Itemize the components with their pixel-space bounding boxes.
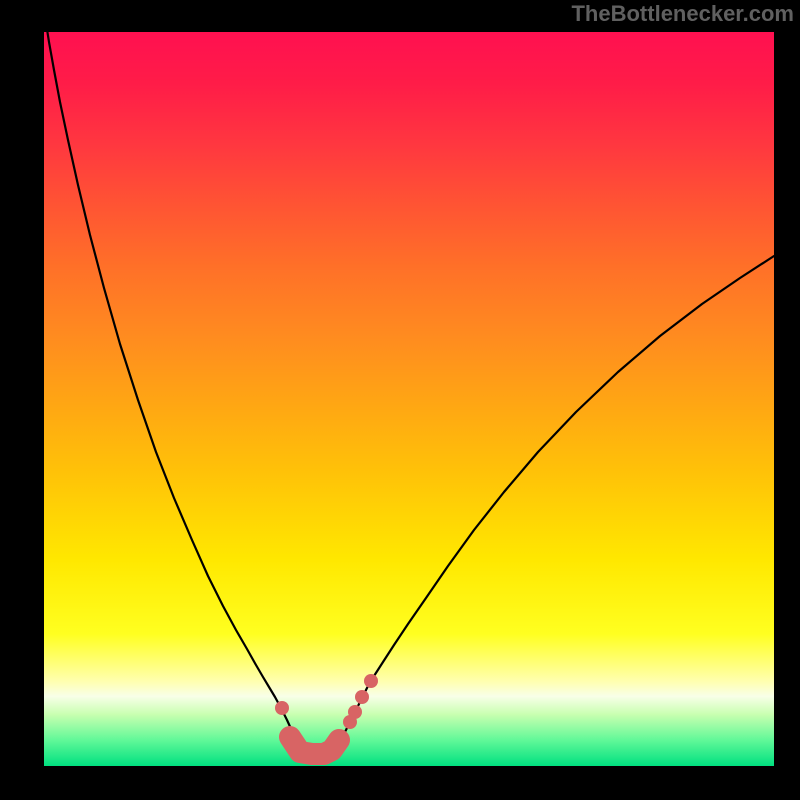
data-marker: [275, 701, 289, 715]
data-markers: [275, 674, 378, 729]
curve-layer: [0, 0, 800, 800]
highlighted-minimum: [290, 737, 339, 754]
data-marker: [355, 690, 369, 704]
watermark: TheBottlenecker.com: [571, 1, 794, 27]
bottleneck-curve: [44, 10, 774, 753]
data-marker: [364, 674, 378, 688]
data-marker: [348, 705, 362, 719]
figure-container: TheBottlenecker.com: [0, 0, 800, 800]
